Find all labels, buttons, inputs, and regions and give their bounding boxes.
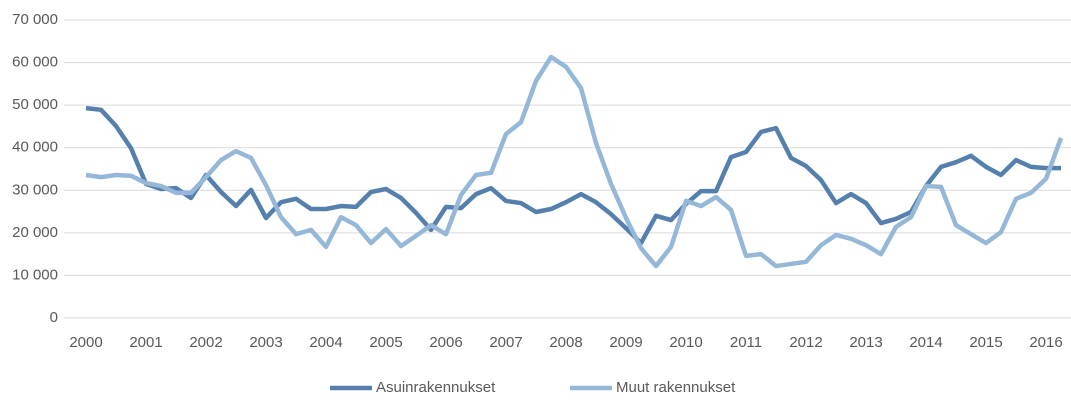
x-tick-label: 2005 — [369, 334, 402, 351]
y-tick-label: 10 000 — [12, 266, 58, 283]
x-tick-label: 2010 — [669, 334, 702, 351]
y-tick-label: 60 000 — [12, 54, 58, 71]
y-tick-label: 40 000 — [12, 139, 58, 156]
y-tick-label: 30 000 — [12, 181, 58, 198]
series-line — [85, 105, 1061, 246]
x-tick-label: 2007 — [489, 334, 522, 351]
x-tick-label: 2015 — [969, 334, 1002, 351]
x-tick-label: 2009 — [609, 334, 642, 351]
x-tick-label: 2002 — [189, 334, 222, 351]
y-tick-label: 0 — [50, 309, 58, 326]
x-tick-label: 2011 — [730, 334, 762, 351]
y-tick-label: 70 000 — [12, 11, 58, 28]
legend-label: Muut rakennukset — [616, 379, 736, 396]
x-tick-label: 2001 — [129, 334, 162, 351]
x-tick-label: 2016 — [1029, 334, 1062, 351]
x-tick-label: 2004 — [309, 334, 342, 351]
legend-label: Asuinrakennukset — [376, 379, 496, 396]
x-tick-label: 2012 — [789, 334, 822, 351]
x-tick-label: 2003 — [249, 334, 282, 351]
y-tick-label: 20 000 — [12, 224, 58, 241]
x-tick-label: 2013 — [849, 334, 882, 351]
series-line — [85, 54, 1064, 269]
x-tick-label: 2008 — [549, 334, 582, 351]
x-tick-label: 2006 — [429, 334, 462, 351]
y-tick-label: 50 000 — [12, 96, 58, 113]
x-tick-label: 2000 — [69, 334, 102, 351]
x-tick-label: 2014 — [909, 334, 942, 351]
